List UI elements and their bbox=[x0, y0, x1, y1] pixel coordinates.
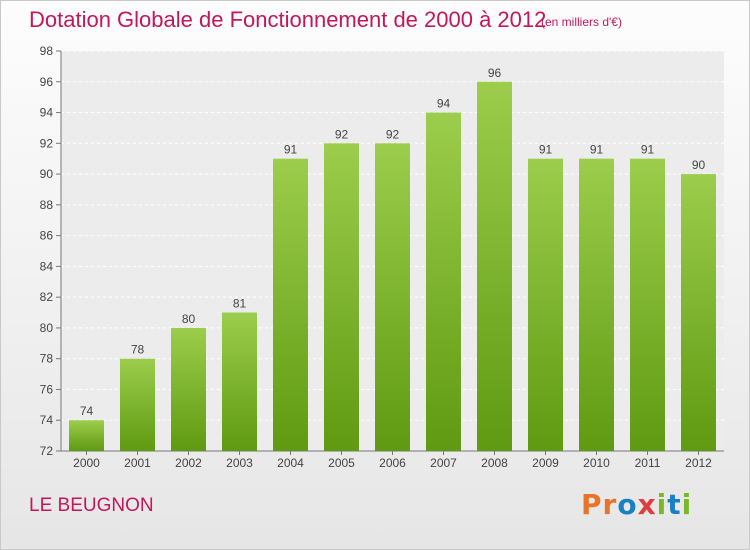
value-label-2003: 81 bbox=[233, 297, 247, 311]
y-tick-label: 88 bbox=[40, 198, 54, 212]
x-tick-label-2001: 2001 bbox=[124, 456, 151, 470]
bar-2009 bbox=[528, 158, 563, 451]
value-label-2000: 74 bbox=[80, 404, 94, 418]
commune-name: LE BEUGNON bbox=[29, 495, 154, 516]
bar-2011 bbox=[630, 158, 665, 451]
x-tick-label-2006: 2006 bbox=[379, 456, 406, 470]
x-tick-label-2005: 2005 bbox=[328, 456, 355, 470]
x-tick-label-2012: 2012 bbox=[685, 456, 712, 470]
chart-title: Dotation Globale de Fonctionnement de 20… bbox=[29, 7, 547, 32]
bar-2007 bbox=[426, 112, 461, 452]
y-tick-label: 80 bbox=[40, 321, 54, 335]
bar-2010 bbox=[579, 158, 614, 451]
bar-2008 bbox=[477, 81, 512, 452]
value-label-2007: 94 bbox=[437, 97, 451, 111]
bar-2012 bbox=[681, 174, 716, 452]
y-tick-label: 98 bbox=[40, 44, 54, 58]
chart-subtitle: (en milliers d'€) bbox=[541, 15, 622, 29]
x-tick-label-2003: 2003 bbox=[226, 456, 253, 470]
y-tick-label: 90 bbox=[40, 167, 54, 181]
y-tick-label: 82 bbox=[40, 290, 54, 304]
x-tick-label-2010: 2010 bbox=[583, 456, 610, 470]
x-tick-label-2011: 2011 bbox=[635, 456, 661, 470]
y-tick-label: 72 bbox=[40, 444, 54, 458]
y-tick-label: 84 bbox=[40, 259, 54, 273]
value-label-2008: 96 bbox=[488, 66, 502, 80]
value-label-2009: 91 bbox=[539, 143, 553, 157]
x-tick-label-2002: 2002 bbox=[175, 456, 202, 470]
value-label-2002: 80 bbox=[182, 312, 196, 326]
x-tick-label-2007: 2007 bbox=[430, 456, 457, 470]
y-tick-label: 96 bbox=[40, 75, 54, 89]
bar-2003 bbox=[222, 312, 257, 451]
value-label-2001: 78 bbox=[131, 343, 145, 357]
bar-2002 bbox=[171, 327, 206, 451]
value-label-2004: 91 bbox=[284, 143, 298, 157]
bar-2004 bbox=[273, 158, 308, 451]
y-tick-label: 86 bbox=[40, 229, 54, 243]
y-tick-label: 94 bbox=[40, 106, 54, 120]
value-label-2012: 90 bbox=[692, 158, 706, 172]
bar-2000 bbox=[69, 420, 104, 451]
bar-2001 bbox=[120, 358, 155, 451]
proxiti-logo: Proxiti bbox=[581, 488, 693, 521]
value-label-2006: 92 bbox=[386, 127, 400, 141]
value-label-2010: 91 bbox=[590, 143, 604, 157]
x-tick-label-2000: 2000 bbox=[73, 456, 100, 470]
bar-2006 bbox=[375, 143, 410, 452]
x-tick-label-2008: 2008 bbox=[481, 456, 508, 470]
bar-2005 bbox=[324, 143, 359, 452]
value-label-2011: 91 bbox=[641, 143, 655, 157]
x-tick-label-2009: 2009 bbox=[532, 456, 559, 470]
x-tick-label-2004: 2004 bbox=[277, 456, 304, 470]
value-label-2005: 92 bbox=[335, 127, 349, 141]
y-tick-label: 74 bbox=[40, 413, 54, 427]
y-tick-label: 78 bbox=[40, 352, 54, 366]
y-tick-label: 76 bbox=[40, 382, 54, 396]
y-tick-label: 92 bbox=[40, 136, 54, 150]
